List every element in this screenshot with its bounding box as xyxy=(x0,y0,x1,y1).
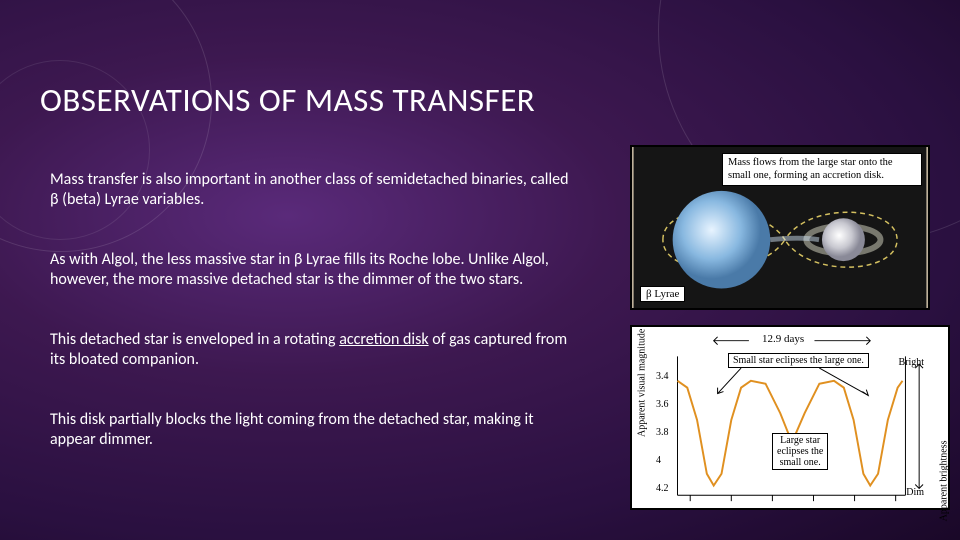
ytick-4: 4.2 xyxy=(656,483,669,494)
mid-line3: small one. xyxy=(780,457,821,468)
accretion-disk-term: accretion disk xyxy=(339,330,428,349)
slide-title: OBSERVATIONS OF MASS TRANSFER xyxy=(40,80,535,120)
small-star xyxy=(822,218,865,261)
lightcurve-panel: 12.9 days Small star eclipses the large … xyxy=(630,325,950,510)
y-axis-left-label: Apparent visual magnitude xyxy=(637,329,648,437)
text-column: Mass transfer is also important in anoth… xyxy=(50,170,570,450)
paragraph-4: This disk partially blocks the light com… xyxy=(50,410,570,450)
dim-label: Dim xyxy=(906,487,924,498)
eclipse-top-caption: Small star eclipses the large one. xyxy=(728,353,869,368)
illustration-panel: Mass flows from the large star onto the … xyxy=(630,145,930,310)
bright-label: Bright xyxy=(898,357,924,368)
paragraph-2: As with Algol, the less massive star in … xyxy=(50,250,570,290)
mass-stream xyxy=(770,238,819,239)
mid-line1: Large star xyxy=(780,435,820,446)
y-axis-right-label: Apparent brightness xyxy=(939,441,950,522)
ytick-2: 3.8 xyxy=(656,427,669,438)
paragraph-1: Mass transfer is also important in anoth… xyxy=(50,170,570,210)
ytick-1: 3.6 xyxy=(656,399,669,410)
eclipse-mid-caption: Large star eclipses the small one. xyxy=(772,433,828,470)
large-star xyxy=(673,191,771,289)
ytick-3: 4 xyxy=(656,455,661,466)
illustration-label: β Lyrae xyxy=(640,286,685,302)
ytick-0: 3.4 xyxy=(656,371,669,382)
period-label: 12.9 days xyxy=(762,333,804,345)
paragraph-3: This detached star is enveloped in a rot… xyxy=(50,330,570,370)
mid-line2: eclipses the xyxy=(777,446,823,457)
illustration-caption: Mass flows from the large star onto the … xyxy=(722,153,922,186)
